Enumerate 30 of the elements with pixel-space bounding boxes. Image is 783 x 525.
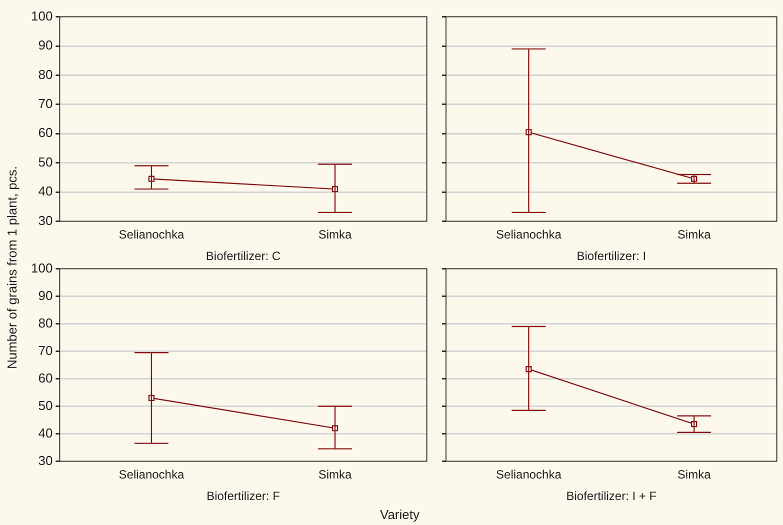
x-tick-label: Simka: [677, 228, 712, 242]
x-tick-label: Selianochka: [496, 468, 562, 482]
x-axis-title: Biofertilizer: I: [576, 249, 646, 264]
y-tick-label: 90: [38, 288, 53, 303]
x-tick-label: Simka: [318, 228, 352, 242]
y-tick-label: 40: [38, 184, 53, 199]
y-tick-label: 100: [30, 8, 53, 24]
y-tick-label: 80: [38, 66, 53, 82]
y-tick-label: 70: [38, 342, 53, 358]
x-tick-label: Selianochka: [118, 468, 184, 482]
y-tick-label: 50: [38, 154, 53, 170]
y-tick-label: 50: [38, 398, 53, 413]
y-tick-label: 60: [38, 125, 53, 140]
x-tick-label: Simka: [677, 468, 712, 482]
y-tick-label: 60: [38, 370, 53, 386]
y-tick-label: 90: [38, 38, 53, 53]
y-tick-label: 40: [38, 425, 53, 440]
text: Variety: [380, 507, 420, 522]
y-tick-label: 30: [38, 452, 53, 468]
y-tick-label: 70: [38, 96, 53, 111]
x-tick-label: Selianochka: [118, 228, 184, 242]
x-tick-label: Simka: [318, 468, 352, 482]
y-tick-label: 80: [38, 315, 53, 330]
y-tick-label: 100: [30, 260, 53, 276]
y-axis-title: Number of grains from 1 plant, pcs.: [4, 164, 20, 372]
x-tick-label: Selianochka: [496, 228, 562, 242]
x-axis-title: Biofertilizer: F: [206, 489, 280, 504]
x-axis-title: Biofertilizer: C: [206, 249, 281, 264]
y-tick-label: 30: [38, 212, 53, 228]
x-axis-title: Biofertilizer: I + F: [566, 489, 657, 504]
